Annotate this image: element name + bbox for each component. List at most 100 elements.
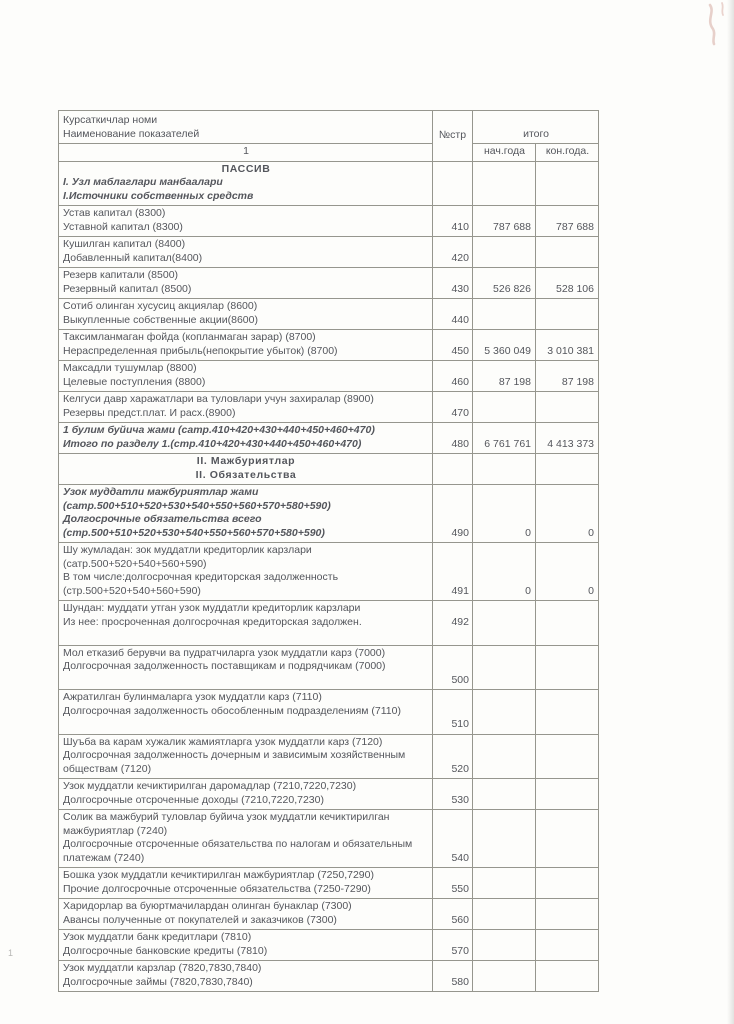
row-label: Шуъба ва карам хужалик жамиятларга узок …: [58, 733, 433, 779]
table-row: 1 булим буйича жами (сатр.410+420+430+44…: [58, 422, 599, 454]
table-row: Мол етказиб берувчи ва пудратчиларга узо…: [58, 644, 599, 690]
row-code: [432, 453, 473, 485]
value-end-of-year: [535, 453, 599, 485]
row-label: Резерв капитали (8500) Резервный капитал …: [58, 267, 433, 299]
row-code: 470: [432, 391, 473, 423]
table-row: Харидорлар ва буюртмачилардан олинган бу…: [58, 898, 599, 930]
value-end-of-year: [535, 960, 599, 992]
row-code: 420: [432, 236, 473, 268]
value-begin-of-year: [472, 929, 536, 961]
row-label: Харидорлар ва буюртмачилардан олинган бу…: [58, 898, 433, 930]
row-code: 410: [432, 205, 473, 237]
value-end-of-year: [535, 778, 599, 810]
value-end-of-year: 0: [535, 542, 599, 601]
value-end-of-year: [535, 809, 599, 868]
value-begin-of-year: [472, 898, 536, 930]
table-row: Максадли тушумлар (8800) Целевые поступле…: [58, 360, 599, 392]
value-end-of-year: 0: [535, 484, 599, 543]
value-begin-of-year: [472, 160, 536, 206]
value-end-of-year: [535, 391, 599, 423]
row-label: Шу жумладан: зок муддатли кредиторлик ка…: [58, 542, 433, 601]
balance-sheet-table: Курсаткичлар номи Наименование показател…: [58, 110, 599, 992]
value-end-of-year: 787 688: [535, 205, 599, 237]
row-code: 570: [432, 929, 473, 961]
value-begin-of-year: [472, 733, 536, 779]
value-end-of-year: [535, 600, 599, 646]
table-row: Шуъба ва карам хужалик жамиятларга узок …: [58, 733, 599, 779]
row-label: Узок муддатли мажбуриятлар жами (сатр.500…: [58, 484, 433, 543]
row-label: Сотиб олинган хусусиц акциялар (8600) Вык…: [58, 298, 433, 330]
value-begin-of-year: 0: [472, 484, 536, 543]
value-begin-of-year: [472, 809, 536, 868]
table-body: ПАССИВ I. Узл маблаглари манбаалари I.Исто…: [58, 160, 599, 992]
value-end-of-year: [535, 898, 599, 930]
value-begin-of-year: [472, 391, 536, 423]
table-row: Сотиб олинган хусусиц акциялар (8600) Вык…: [58, 298, 599, 330]
row-code: 550: [432, 867, 473, 899]
header-indicator-name-uz: Курсаткичлар номи: [63, 114, 158, 126]
row-code: [432, 160, 473, 206]
table-row: Шундан: муддати утган узок муддатли кред…: [58, 600, 599, 646]
row-code: 530: [432, 778, 473, 810]
value-begin-of-year: [472, 778, 536, 810]
table-row: Кушилган капитал (8400) Добавленный капит…: [58, 236, 599, 268]
table-row: Узок муддатли кечиктирилган даромадлар (…: [58, 778, 599, 810]
row-label: Максадли тушумлар (8800) Целевые поступле…: [58, 360, 433, 392]
table-row: Резерв капитали (8500) Резервный капитал …: [58, 267, 599, 299]
row-label: 1 булим буйича жами (сатр.410+420+430+44…: [58, 422, 433, 454]
table-row: Узок муддатли банк кредитлари (7810) Долг…: [58, 929, 599, 961]
table-row: Узок муддатли мажбуриятлар жами (сатр.500…: [58, 484, 599, 543]
row-code: 491: [432, 542, 473, 601]
row-code: 500: [432, 644, 473, 690]
row-code: 492: [432, 600, 473, 646]
row-code: 440: [432, 298, 473, 330]
table-row: Ажратилган булинмаларга узок муддатли ка…: [58, 689, 599, 735]
value-end-of-year: [535, 236, 599, 268]
row-label: Ажратилган булинмаларга узок муддатли ка…: [58, 689, 433, 735]
row-code: 510: [432, 689, 473, 735]
value-end-of-year: 528 106: [535, 267, 599, 299]
value-end-of-year: [535, 733, 599, 779]
row-label: Келгуси давр харажатлари ва туловлари уч…: [58, 391, 433, 423]
value-begin-of-year: [472, 644, 536, 690]
table-row: Таксимланмаган фойда (копланмаган зарар)…: [58, 329, 599, 361]
value-begin-of-year: [472, 600, 536, 646]
value-end-of-year: [535, 867, 599, 899]
table-row: Устав капитал (8300) Уставной капитал (83…: [58, 205, 599, 237]
row-code: 580: [432, 960, 473, 992]
row-label: Узок муддатли карзлар (7820,7830,7840) До…: [58, 960, 433, 992]
row-label: Бошка узок муддатли кечиктирилган мажбур…: [58, 867, 433, 899]
table-row: II. Мажбуриятлар II. Обязательства: [58, 453, 599, 485]
table-row: ПАССИВ I. Узл маблаглари манбаалари I.Исто…: [58, 160, 599, 206]
table-row: Шу жумладан: зок муддатли кредиторлик ка…: [58, 542, 599, 601]
value-begin-of-year: 5 360 049: [472, 329, 536, 361]
row-label: Узок муддатли кечиктирилган даромадлар (…: [58, 778, 433, 810]
value-end-of-year: [535, 689, 599, 735]
table-row: Солик ва мажбурий туловлар буйича узок м…: [58, 809, 599, 868]
header-row-2: 1 нач.года кон.года.: [58, 143, 599, 162]
value-begin-of-year: 87 198: [472, 360, 536, 392]
value-begin-of-year: [472, 236, 536, 268]
pen-mark: [708, 2, 724, 46]
table-row: Келгуси давр харажатлари ва туловлари уч…: [58, 391, 599, 423]
value-begin-of-year: [472, 298, 536, 330]
header-row-1: Курсаткичлар номи Наименование показател…: [58, 110, 599, 162]
header-column-number: 1: [58, 143, 433, 162]
value-end-of-year: 4 413 373: [535, 422, 599, 454]
row-code: 560: [432, 898, 473, 930]
value-begin-of-year: [472, 689, 536, 735]
value-end-of-year: 3 010 381: [535, 329, 599, 361]
value-end-of-year: [535, 298, 599, 330]
value-begin-of-year: 787 688: [472, 205, 536, 237]
table-header: Курсаткичлар номи Наименование показател…: [58, 110, 599, 162]
stray-mark: 1: [8, 948, 14, 958]
header-indicator-name-ru: Наименование показателей: [63, 127, 200, 140]
header-end-of-year: кон.года.: [535, 143, 599, 162]
value-begin-of-year: [472, 960, 536, 992]
row-label: Мол етказиб берувчи ва пудратчиларга узо…: [58, 644, 433, 690]
row-code: 460: [432, 360, 473, 392]
header-total: итого: [472, 110, 599, 144]
row-label: Солик ва мажбурий туловлар буйича узок м…: [58, 809, 433, 868]
value-end-of-year: [535, 929, 599, 961]
